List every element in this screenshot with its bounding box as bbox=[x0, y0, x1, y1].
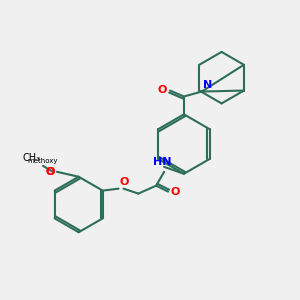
Text: O: O bbox=[119, 177, 129, 187]
Text: O: O bbox=[46, 167, 55, 177]
Text: HN: HN bbox=[153, 157, 171, 167]
Text: O: O bbox=[46, 167, 55, 177]
Text: CH₃: CH₃ bbox=[23, 153, 41, 163]
Text: N: N bbox=[203, 80, 212, 90]
Text: O: O bbox=[170, 187, 179, 196]
Text: O: O bbox=[158, 85, 167, 94]
Text: methoxy: methoxy bbox=[28, 158, 58, 164]
